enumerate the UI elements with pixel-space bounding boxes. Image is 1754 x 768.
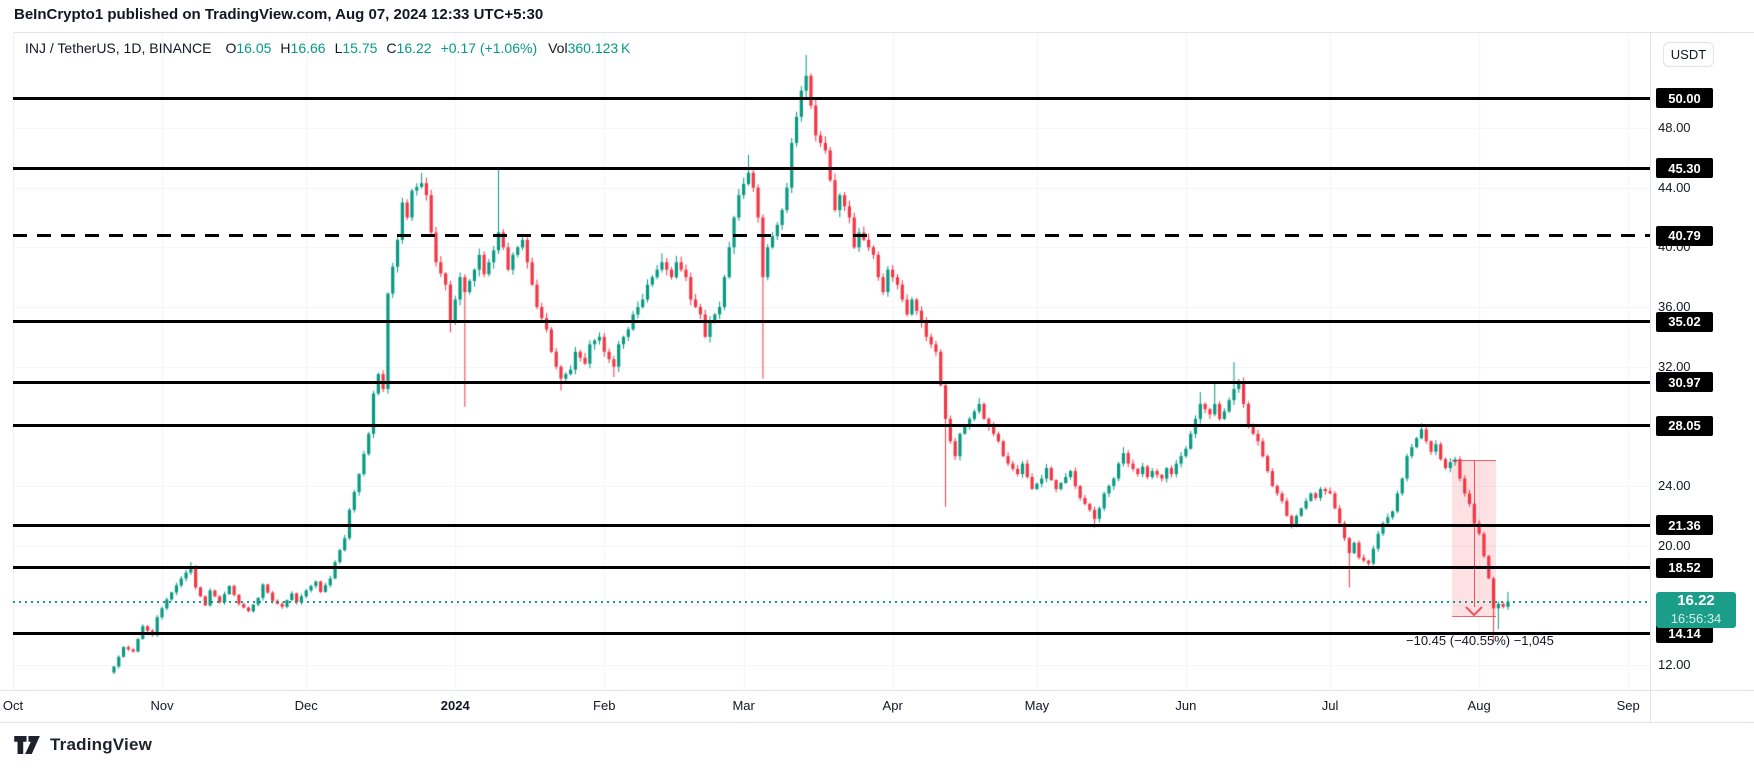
time-tick-label-Mar: Mar [732, 698, 755, 713]
price-tick-label: 44.00 [1658, 179, 1691, 195]
time-tick-label-May: May [1024, 698, 1050, 713]
price-level-line-30.97[interactable] [13, 380, 1650, 384]
price-level-label: 21.36 [1656, 515, 1713, 536]
arrow-down-icon [1465, 606, 1484, 617]
price-range-measure-box[interactable] [1452, 459, 1497, 618]
time-tick-label-Apr: Apr [882, 698, 903, 713]
current-price-line [13, 601, 1650, 604]
low-value: 15.75 [342, 40, 378, 56]
symbol-legend: INJ / TetherUS, 1D, BINANCE O16.05 H16.6… [25, 40, 639, 56]
price-level-line-50.00[interactable] [13, 96, 1650, 100]
close-label: C [386, 40, 397, 56]
tradingview-logo[interactable]: TradingView [14, 735, 152, 755]
price-tick-label: 36.00 [1658, 299, 1691, 314]
high-value: 16.66 [290, 40, 326, 56]
price-level-line-35.02[interactable] [13, 320, 1650, 324]
measure-result-text: −10.45 (−40.55%) −1,045 [1406, 633, 1554, 648]
time-tick-label-Sep: Sep [1616, 698, 1640, 713]
price-level-line-21.36[interactable] [13, 523, 1650, 527]
price-tick-label: 20.00 [1658, 537, 1691, 553]
volume-value: 360.123 K [567, 40, 631, 56]
time-tick-label-Jun: Jun [1175, 698, 1197, 713]
time-tick-label-Nov: Nov [150, 698, 174, 713]
volume-label: Vol [548, 40, 568, 56]
price-level-label: 40.79 [1656, 225, 1713, 246]
symbol-name[interactable]: INJ / TetherUS, 1D, BINANCE [25, 40, 212, 56]
current-price-label: 16.22 16:56:34 [1656, 592, 1736, 629]
price-level-label: 45.30 [1656, 158, 1713, 179]
close-value: 16.22 [396, 40, 432, 56]
price-level-line-40.79[interactable] [13, 234, 1650, 238]
change-value: +0.17 (+1.06%) [440, 40, 538, 56]
price-level-label: 18.52 [1656, 557, 1713, 578]
page-title: BeInCrypto1 published on TradingView.com… [14, 6, 544, 23]
open-label: O [225, 40, 237, 56]
low-label: L [334, 40, 343, 56]
time-tick-label-Aug: Aug [1467, 698, 1491, 713]
price-level-line-45.30[interactable] [13, 166, 1650, 170]
time-tick-label-Dec: Dec [294, 698, 318, 713]
bar-countdown: 16:56:34 [1670, 611, 1722, 627]
price-level-label: 28.05 [1656, 415, 1713, 436]
price-tick-label: 32.00 [1658, 358, 1691, 374]
tradingview-logo-text: TradingView [50, 735, 153, 754]
currency-toggle-button[interactable]: USDT [1663, 42, 1714, 67]
price-level-line-28.05[interactable] [13, 424, 1650, 428]
current-price-value: 16.22 [1677, 592, 1715, 610]
open-value: 16.05 [236, 40, 272, 56]
price-tick-label: 48.00 [1658, 120, 1691, 135]
price-level-label: 30.97 [1656, 372, 1713, 393]
price-level-line-18.52[interactable] [13, 566, 1650, 570]
price-level-label: 35.02 [1656, 311, 1713, 332]
measure-vertical-line [1473, 460, 1475, 608]
high-label: H [280, 40, 291, 56]
price-level-line-14.14[interactable] [13, 631, 1650, 635]
time-axis-bottom-border [0, 722, 1754, 723]
tradingview-logo-icon [14, 735, 40, 754]
price-level-label: 14.14 [1656, 623, 1713, 644]
price-tick-label: 12.00 [1658, 657, 1691, 672]
candlestick-chart-canvas[interactable] [13, 32, 1650, 690]
price-level-label: 50.00 [1656, 88, 1713, 109]
price-tick-label: 24.00 [1658, 478, 1691, 493]
time-tick-label-Feb: Feb [593, 698, 616, 713]
time-tick-label-2024: 2024 [440, 698, 470, 713]
price-axis-separator [1650, 32, 1651, 722]
time-tick-label-Jul: Jul [1321, 698, 1339, 713]
time-axis-top-border [0, 690, 1754, 691]
time-tick-label-Oct: Oct [2, 698, 24, 713]
